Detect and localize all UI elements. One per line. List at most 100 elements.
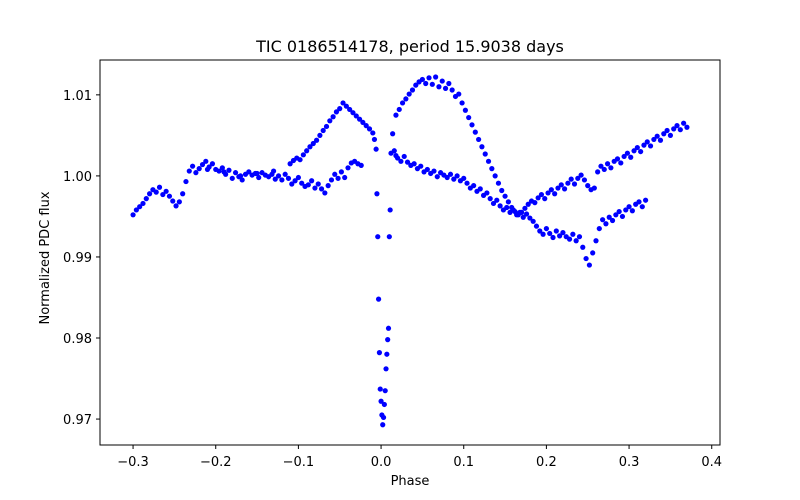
data-point	[330, 114, 336, 120]
data-point	[403, 96, 409, 102]
data-point	[456, 91, 462, 97]
data-point	[581, 177, 588, 183]
data-point	[391, 148, 397, 154]
data-point	[322, 190, 328, 196]
data-point	[499, 187, 505, 194]
y-tick-label: 1.00	[63, 170, 92, 185]
data-point	[604, 161, 611, 167]
data-point	[575, 175, 581, 181]
data-point	[221, 169, 227, 175]
data-point	[282, 171, 288, 177]
x-tick-label: 0.4	[701, 455, 722, 470]
data-point	[461, 175, 467, 181]
data-point	[608, 165, 614, 171]
data-point	[287, 161, 293, 167]
data-point	[466, 114, 472, 121]
data-point	[570, 231, 576, 237]
data-point	[375, 296, 382, 302]
data-point	[596, 225, 602, 232]
data-point	[304, 148, 310, 154]
data-point	[232, 170, 239, 176]
data-point	[382, 388, 388, 394]
data-point	[621, 153, 627, 160]
data-point	[433, 74, 439, 80]
data-point	[538, 191, 545, 198]
data-point	[624, 150, 631, 156]
data-point	[383, 366, 389, 372]
data-point	[479, 144, 485, 150]
data-point	[681, 120, 687, 126]
data-point	[532, 200, 538, 206]
data-point	[315, 181, 321, 187]
data-point	[580, 244, 586, 250]
data-point	[535, 195, 541, 201]
data-point	[390, 131, 396, 137]
data-point	[487, 196, 493, 202]
data-point	[163, 188, 169, 194]
data-point	[598, 163, 604, 169]
data-point	[614, 156, 621, 162]
data-point	[374, 191, 380, 197]
data-point	[573, 238, 579, 244]
data-point	[651, 136, 657, 143]
data-point	[616, 208, 622, 215]
data-point	[275, 173, 282, 179]
data-point	[533, 223, 540, 229]
data-point	[671, 126, 677, 132]
data-point	[133, 207, 139, 213]
data-point	[578, 172, 584, 178]
data-point	[360, 119, 366, 126]
data-point	[555, 185, 561, 191]
data-point	[628, 154, 634, 160]
data-point	[492, 173, 498, 179]
data-point	[647, 143, 654, 149]
x-tick-label: 0.0	[371, 455, 392, 470]
data-point	[226, 167, 232, 173]
data-point	[401, 153, 407, 160]
data-point	[399, 100, 406, 106]
data-point	[418, 163, 424, 169]
data-point	[186, 168, 192, 174]
data-point	[527, 215, 533, 221]
data-point	[540, 231, 546, 237]
data-point	[204, 166, 211, 173]
data-point	[471, 183, 477, 189]
data-point	[545, 190, 551, 196]
data-point	[606, 214, 612, 220]
data-point	[332, 171, 338, 177]
data-point	[196, 166, 202, 172]
data-point	[643, 197, 649, 203]
data-point	[522, 205, 528, 211]
data-point	[485, 158, 492, 164]
data-point	[565, 180, 571, 186]
x-tick-label: −0.3	[117, 455, 149, 470]
data-point	[561, 186, 568, 192]
data-point	[543, 225, 550, 232]
x-tick-label: 0.2	[536, 455, 557, 470]
data-point	[338, 169, 344, 175]
data-point	[147, 191, 153, 197]
data-point	[398, 158, 404, 164]
y-axis: 0.97 0.98 0.99 1.00 1.01	[63, 89, 100, 428]
data-point	[618, 160, 624, 166]
data-point	[423, 80, 429, 87]
data-point	[593, 238, 599, 244]
data-point	[229, 175, 235, 181]
data-point	[406, 91, 412, 97]
data-point	[603, 221, 609, 227]
data-point	[590, 250, 596, 256]
data-point	[279, 177, 285, 183]
data-point	[504, 204, 510, 211]
data-point	[585, 183, 591, 189]
data-point	[396, 106, 402, 113]
data-point	[444, 174, 450, 181]
data-point	[490, 200, 497, 207]
data-point	[419, 76, 425, 83]
data-point	[318, 186, 325, 192]
data-point	[239, 177, 245, 183]
data-point	[657, 137, 664, 143]
data-point	[677, 127, 683, 133]
data-point	[591, 185, 597, 191]
data-point	[395, 155, 401, 161]
